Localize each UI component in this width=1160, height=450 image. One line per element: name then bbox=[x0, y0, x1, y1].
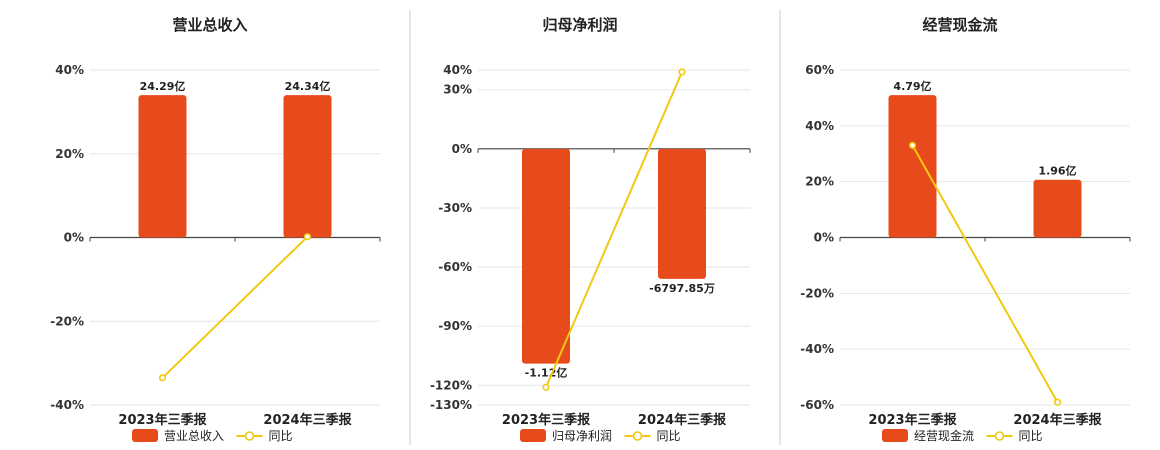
yoy-line bbox=[911, 144, 1059, 403]
legend-bar-label: 归母净利润 bbox=[552, 429, 612, 443]
bar-data-label: 24.29亿 bbox=[140, 79, 186, 93]
chart-title: 营业总收入 bbox=[172, 16, 247, 34]
chart-title: 经营现金流 bbox=[922, 16, 997, 34]
y-tick-label: -20% bbox=[800, 286, 834, 300]
yoy-line bbox=[161, 235, 309, 379]
x-category-label: 2023年三季报 bbox=[868, 412, 957, 428]
bar-data-label: -6797.85万 bbox=[649, 282, 715, 295]
x-category-label: 2024年三季报 bbox=[1013, 412, 1102, 428]
y-tick-label: -60% bbox=[438, 260, 472, 274]
yoy-point bbox=[678, 68, 686, 76]
yoy-point bbox=[542, 383, 550, 391]
chart-panel-2: 归母净利润 -130% -120% -90% -60% -30% 0% 30% 40% -1.12… bbox=[430, 16, 751, 443]
bar bbox=[522, 148, 570, 364]
y-tick-label: -130% bbox=[430, 398, 472, 412]
y-tick-label: 20% bbox=[55, 147, 84, 161]
bar-data-label: 1.96亿 bbox=[1038, 164, 1076, 178]
legend-bar-label: 营业总收入 bbox=[164, 429, 224, 443]
chart-title: 归母净利润 bbox=[542, 16, 617, 34]
yoy-point bbox=[1053, 398, 1062, 406]
y-tick-label: 30% bbox=[443, 83, 472, 97]
yoy-point bbox=[158, 374, 167, 382]
yoy-line bbox=[545, 71, 683, 388]
legend-bar-swatch bbox=[520, 429, 546, 442]
y-tick-label: 0% bbox=[452, 142, 472, 156]
y-tick-label: 40% bbox=[805, 119, 834, 133]
y-tick-label: 0% bbox=[814, 231, 834, 245]
y-tick-label: 0% bbox=[64, 231, 84, 245]
y-tick-label: -40% bbox=[50, 398, 84, 412]
legend-bar-label: 经营现金流 bbox=[914, 428, 974, 443]
bar bbox=[658, 148, 706, 279]
x-category-label: 2024年三季报 bbox=[638, 412, 727, 428]
bar-data-label: -1.12亿 bbox=[525, 366, 568, 380]
legend-bar-swatch bbox=[132, 429, 158, 442]
bar-data-label: 24.34亿 bbox=[285, 79, 331, 93]
y-tick-label: -60% bbox=[800, 398, 834, 412]
legend-line-marker bbox=[994, 431, 1005, 441]
y-tick-label: -40% bbox=[800, 342, 834, 356]
bar bbox=[1033, 179, 1082, 238]
y-tick-label: -90% bbox=[438, 319, 472, 333]
legend-bar-swatch bbox=[882, 429, 908, 442]
chart-panel-1: 营业总收入 -40% -20% 0% 20% 40% 24.29亿 24.34亿 2023年三季… bbox=[50, 16, 381, 443]
y-tick-label: -20% bbox=[50, 314, 84, 328]
x-category-label: 2023年三季报 bbox=[502, 412, 591, 428]
yoy-point bbox=[908, 141, 917, 149]
yoy-point bbox=[303, 233, 312, 241]
y-tick-label: 40% bbox=[55, 63, 84, 77]
y-tick-label: 20% bbox=[805, 175, 834, 189]
y-tick-label: 60% bbox=[805, 63, 834, 77]
x-category-label: 2024年三季报 bbox=[263, 412, 352, 428]
bar bbox=[283, 95, 332, 238]
y-tick-label: -120% bbox=[430, 378, 472, 392]
legend-line-marker bbox=[244, 431, 255, 441]
legend-line-marker bbox=[632, 431, 643, 441]
bar bbox=[138, 95, 187, 238]
x-category-label: 2023年三季报 bbox=[118, 412, 207, 428]
bar bbox=[888, 95, 937, 238]
chart-panel-3: 经营现金流 -60% -40% -20% 0% 20% 40% 60% 4.79亿 1.96亿 20… bbox=[800, 16, 1131, 443]
bar-data-label: 4.79亿 bbox=[893, 79, 931, 93]
legend-line-label: 同比 bbox=[657, 429, 681, 443]
y-tick-label: -30% bbox=[438, 201, 472, 215]
legend-line-label: 同比 bbox=[1019, 429, 1043, 443]
y-tick-label: 40% bbox=[443, 63, 472, 77]
legend-line-label: 同比 bbox=[269, 429, 293, 443]
